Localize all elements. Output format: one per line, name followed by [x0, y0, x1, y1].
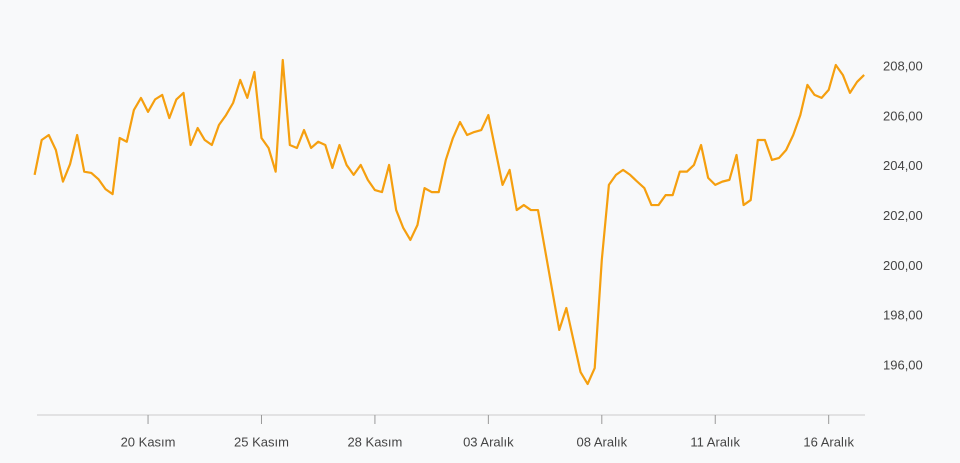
x-tick-label: 20 Kasım	[121, 434, 176, 449]
x-tick-label: 08 Aralık	[577, 434, 628, 449]
x-tick-label: 28 Kasım	[347, 434, 402, 449]
x-tick-label: 11 Aralık	[690, 434, 740, 449]
y-tick-label: 206,00	[883, 108, 923, 123]
y-tick-label: 202,00	[883, 208, 923, 223]
x-tick-label: 25 Kasım	[234, 434, 289, 449]
y-tick-label: 204,00	[883, 158, 923, 173]
x-tick-label: 16 Aralık	[803, 434, 854, 449]
price-line	[33, 58, 865, 386]
y-tick-label: 196,00	[883, 357, 923, 372]
x-tick-label: 03 Aralık	[463, 434, 514, 449]
y-tick-label: 200,00	[883, 258, 923, 273]
y-tick-label: 208,00	[883, 58, 923, 73]
y-tick-label: 198,00	[883, 308, 923, 323]
